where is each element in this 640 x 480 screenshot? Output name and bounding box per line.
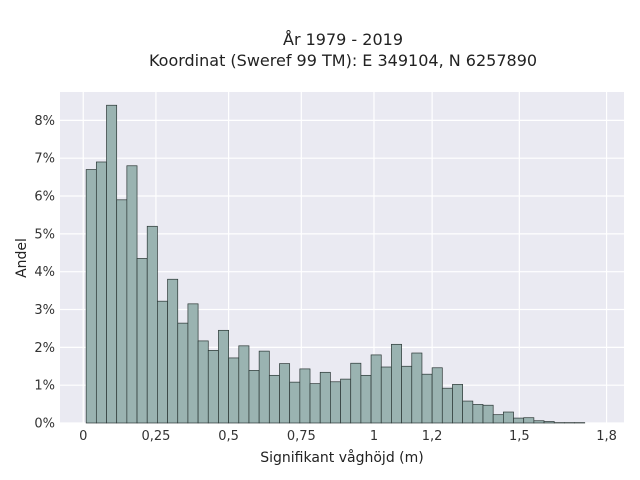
histogram-bar xyxy=(309,383,321,424)
histogram-bar xyxy=(370,354,382,424)
y-tick-label: 3% xyxy=(34,303,55,318)
histogram-bar xyxy=(126,165,138,424)
y-tick-label: 5% xyxy=(34,227,55,242)
histogram-bar xyxy=(268,374,280,424)
histogram-bar xyxy=(95,161,107,424)
histogram-bar xyxy=(319,371,331,424)
y-tick-label: 2% xyxy=(34,341,55,356)
x-tick-label: 1,8 xyxy=(596,429,617,444)
histogram-bar xyxy=(228,357,240,424)
y-tick-label: 0% xyxy=(34,417,55,432)
histogram-bar xyxy=(197,340,209,424)
x-tick-label: 1,2 xyxy=(422,429,443,444)
histogram-bar xyxy=(157,300,168,424)
y-axis-label: Andel xyxy=(14,238,30,278)
histogram-bar xyxy=(330,381,341,424)
histogram-bar xyxy=(167,278,179,424)
y-tick-label: 1% xyxy=(34,379,55,394)
x-tick-label: 0,75 xyxy=(287,429,316,444)
histogram-bar xyxy=(492,414,504,424)
histogram-bars xyxy=(85,104,586,424)
chart-subtitle: Koordinat (Sweref 99 TM): E 349104, N 62… xyxy=(149,51,537,70)
histogram-bar xyxy=(462,400,474,424)
x-tick-label: 0 xyxy=(79,429,87,444)
chart-title: År 1979 - 2019 xyxy=(283,30,403,49)
x-tick-label: 0,5 xyxy=(218,429,239,444)
histogram-bar xyxy=(218,329,229,424)
histogram-bar xyxy=(411,352,423,424)
histogram-bar xyxy=(523,417,535,424)
histogram-bar xyxy=(533,420,545,424)
y-tick-label: 6% xyxy=(34,190,55,205)
histogram-bar xyxy=(248,370,260,424)
x-axis-ticks: 0 0,25 0,5 0,75 1 1,2 1,5 1,8 xyxy=(79,429,617,444)
histogram-bar xyxy=(187,303,199,424)
histogram-bar xyxy=(452,384,463,424)
histogram-bar xyxy=(350,362,362,424)
histogram-bar xyxy=(258,350,270,424)
x-tick-label: 1 xyxy=(370,429,378,444)
histogram-bar xyxy=(146,225,158,424)
histogram-bar xyxy=(513,417,525,424)
histogram-bar xyxy=(279,363,291,424)
histogram-bar xyxy=(431,367,443,424)
histogram-bar xyxy=(207,350,219,424)
histogram-bar xyxy=(380,366,392,424)
x-tick-label: 0,25 xyxy=(141,429,170,444)
histogram-bar xyxy=(401,365,413,424)
histogram-bar xyxy=(136,258,148,424)
histogram-bar xyxy=(441,387,453,424)
histogram-bar xyxy=(299,368,311,424)
y-axis-ticks: 0% 1% 2% 3% 4% 5% 6% 7% 8% xyxy=(34,114,55,432)
x-tick-label: 1,5 xyxy=(509,429,530,444)
histogram-bar xyxy=(106,104,118,424)
histogram-bar xyxy=(360,374,372,424)
histogram-bar xyxy=(543,421,555,424)
y-tick-label: 8% xyxy=(34,114,55,129)
histogram-bar xyxy=(421,373,433,424)
histogram-bar xyxy=(116,199,128,424)
histogram-bar xyxy=(238,345,250,424)
histogram-bar xyxy=(177,322,189,424)
y-tick-label: 4% xyxy=(34,265,55,280)
x-axis-label: Signifikant våghöjd (m) xyxy=(260,449,423,466)
histogram-bar xyxy=(391,343,402,424)
histogram-bar xyxy=(503,411,514,424)
histogram-bar xyxy=(482,404,494,424)
y-tick-label: 7% xyxy=(34,152,55,167)
histogram-bar xyxy=(289,381,301,424)
histogram-bar xyxy=(85,169,97,424)
histogram-bar xyxy=(472,404,484,424)
histogram-bar xyxy=(340,378,352,424)
